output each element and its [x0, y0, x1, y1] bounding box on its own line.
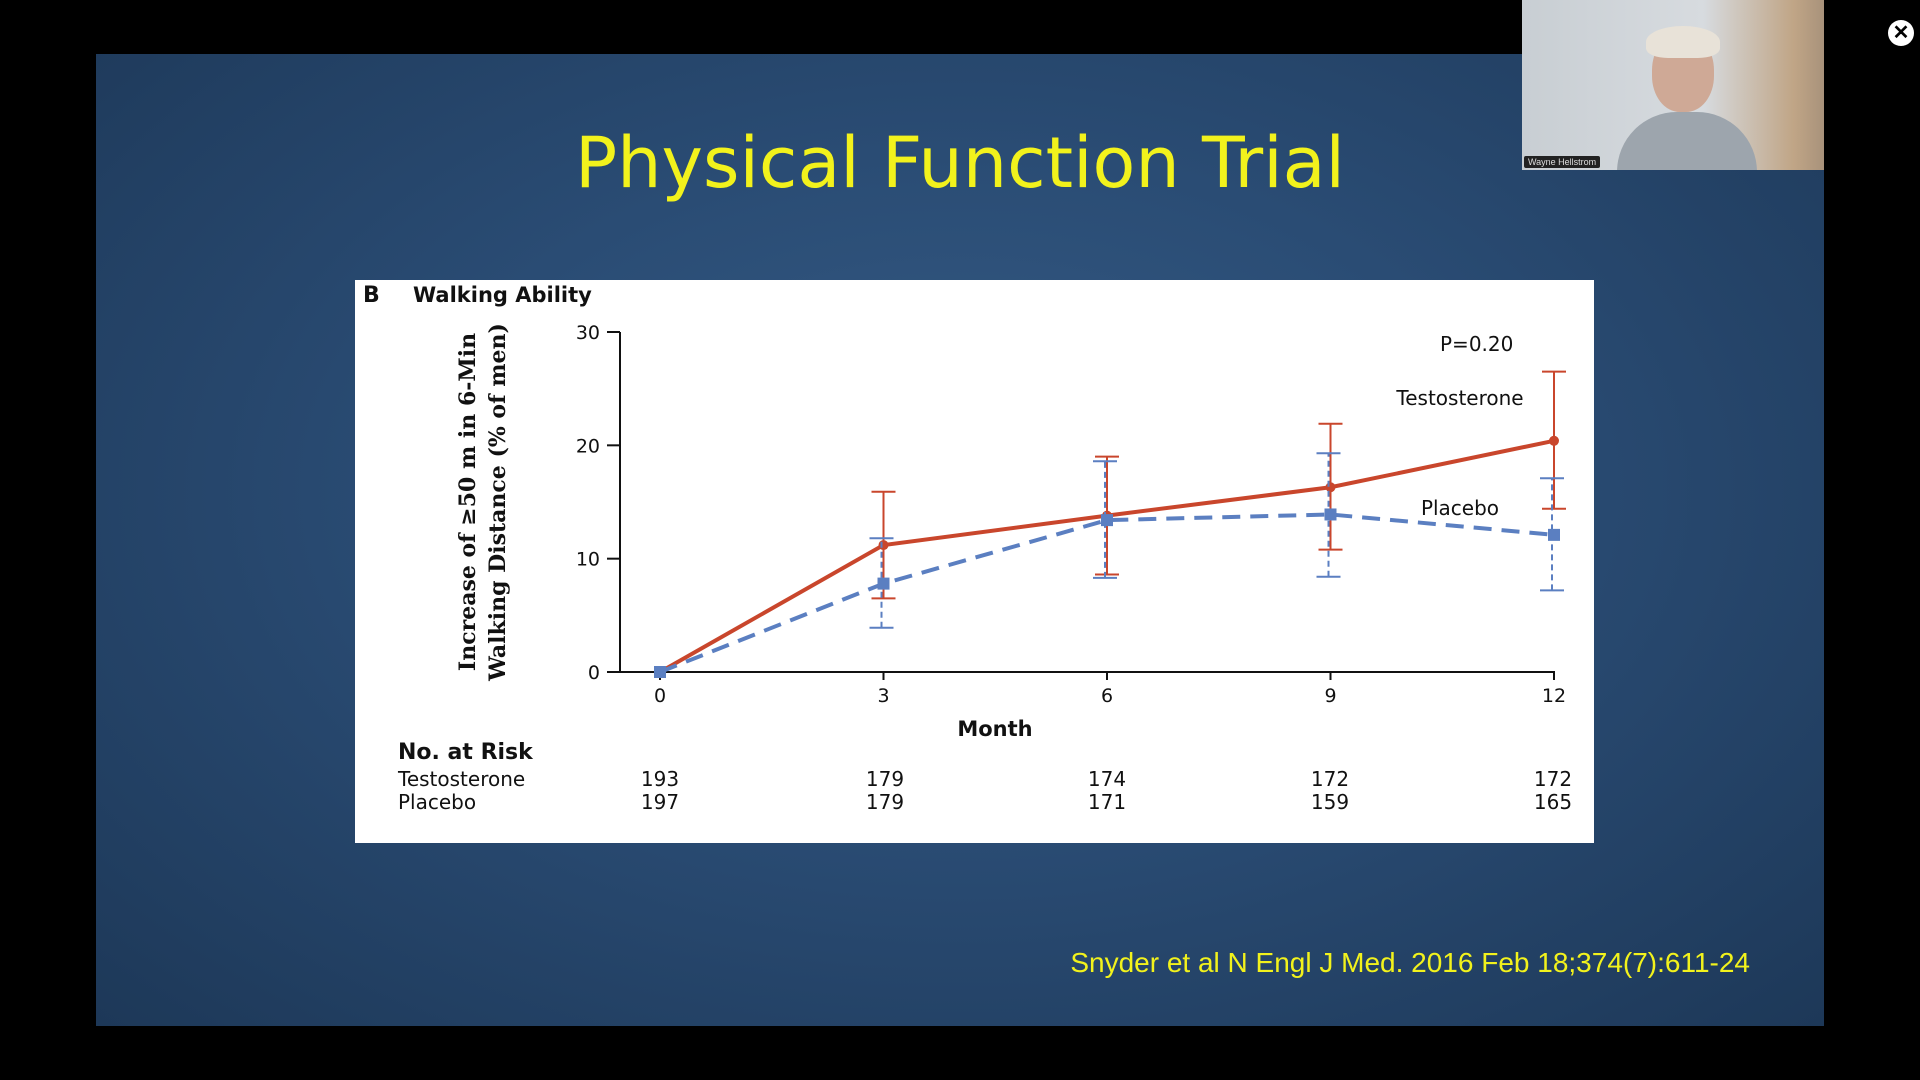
placebo-data-point — [654, 666, 666, 678]
y-tick-label: 20 — [576, 435, 600, 457]
chart-figure: B Walking Ability 0 10 20 30 0 3 6 9 12 Month Increa… — [355, 280, 1594, 843]
risk-table-header: No. at Risk — [398, 740, 534, 765]
risk-table-cell: 179 — [866, 767, 904, 791]
x-tick-label: 3 — [877, 685, 889, 707]
placebo-data-point — [1101, 514, 1113, 527]
risk-table-row-label: Testosterone — [397, 767, 525, 791]
chart-title: Walking Ability — [413, 283, 592, 307]
y-tick-label: 30 — [576, 322, 600, 344]
risk-table-cell: 197 — [641, 790, 679, 814]
risk-table-cell: 165 — [1534, 790, 1572, 814]
webcam-thumbnail[interactable]: Wayne Hellstrom — [1522, 0, 1824, 170]
risk-table-cell: 174 — [1088, 767, 1126, 791]
panel-letter: B — [363, 283, 380, 308]
placebo-data-point — [877, 577, 890, 590]
participant-body — [1617, 112, 1757, 170]
slide-title: Physical Function Trial — [574, 122, 1346, 204]
y-tick-label: 10 — [576, 549, 600, 571]
participant-hair — [1646, 26, 1720, 58]
p-value-annotation: P=0.20 — [1440, 332, 1513, 356]
testosterone-series-label: Testosterone — [1395, 386, 1523, 410]
citation-text: Snyder et al N Engl J Med. 2016 Feb 18;3… — [1070, 947, 1750, 978]
risk-table-cell: 159 — [1311, 790, 1349, 814]
risk-table-row-label: Placebo — [398, 790, 476, 814]
x-axis-label: Month — [957, 717, 1032, 741]
x-tick-label: 9 — [1324, 685, 1336, 707]
testosterone-data-point — [1325, 482, 1336, 493]
placebo-series-label: Placebo — [1421, 496, 1499, 520]
x-tick-label: 6 — [1101, 685, 1113, 707]
placebo-data-point — [1324, 508, 1337, 521]
x-tick-label: 12 — [1542, 685, 1566, 707]
presentation-slide: Physical Function Trial B Walking Ability… — [96, 54, 1824, 1026]
risk-table-cell: 171 — [1088, 790, 1126, 814]
participant-name-tag: Wayne Hellstrom — [1524, 156, 1601, 168]
y-axis-label-line1: Increase of ≥50 m in 6-Min — [455, 333, 481, 671]
y-axis-label-line2: Walking Distance (% of men) — [485, 323, 511, 682]
y-tick-label: 0 — [588, 662, 600, 684]
risk-table-cell: 172 — [1534, 767, 1572, 791]
placebo-series-line — [659, 512, 1555, 674]
risk-table-cell: 193 — [641, 767, 679, 791]
risk-table-cell: 179 — [866, 790, 904, 814]
x-tick-label: 0 — [654, 685, 666, 707]
testosterone-data-point — [1549, 435, 1559, 446]
risk-table-cell: 172 — [1311, 767, 1349, 791]
walking-ability-chart: B Walking Ability 0 10 20 30 0 3 6 9 12 Month Increa… — [363, 283, 1572, 814]
placebo-data-point — [1548, 528, 1560, 541]
testosterone-data-point — [878, 540, 889, 551]
close-icon[interactable]: ✕ — [1888, 20, 1914, 46]
